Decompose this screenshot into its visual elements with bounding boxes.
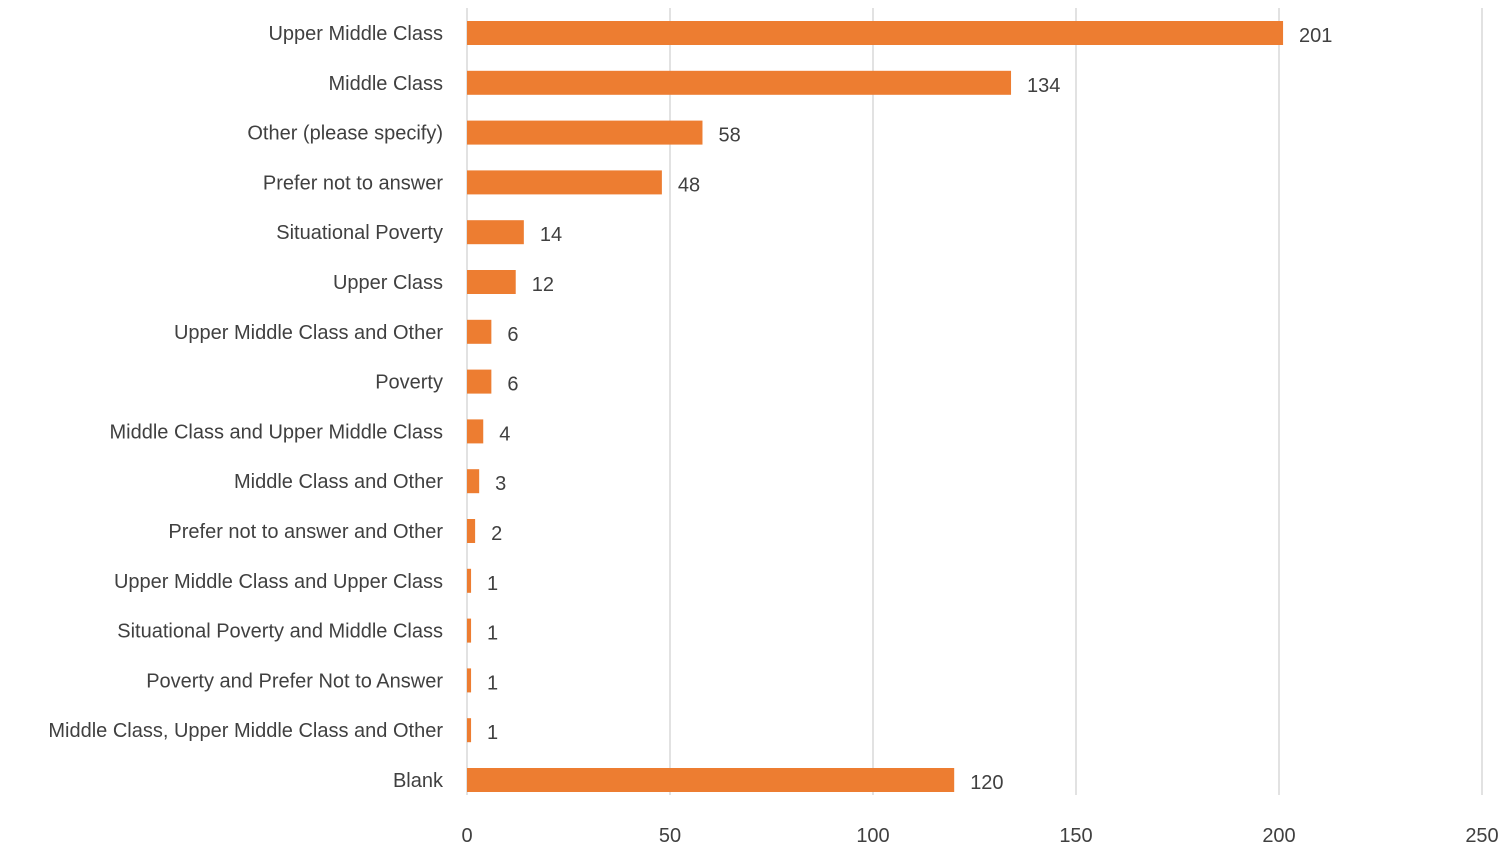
x-tick-label: 250 (1465, 825, 1498, 847)
category-labels: Upper Middle Class Middle Class Other (ple… (48, 23, 444, 792)
x-tick-label: 100 (856, 825, 889, 847)
x-tick-label: 150 (1059, 825, 1092, 847)
data-label: 201 (1299, 25, 1332, 47)
bar (467, 270, 516, 294)
category-label: Upper Middle Class and Other (174, 322, 443, 344)
category-label: Poverty (375, 372, 443, 394)
data-label: 1 (487, 573, 498, 595)
data-label: 120 (970, 772, 1003, 794)
bar (467, 170, 662, 195)
x-tick-label: 200 (1262, 825, 1295, 847)
bar (467, 768, 955, 792)
data-label: 48 (678, 174, 700, 196)
category-label: Blank (393, 770, 444, 792)
x-axis-tick-labels: 0 50 100 150 200 250 (461, 825, 1498, 847)
category-label: Situational Poverty (276, 222, 443, 244)
bar (467, 220, 524, 245)
category-label: Poverty and Prefer Not to Answer (146, 670, 443, 692)
bar (467, 70, 1012, 95)
data-label: 1 (487, 623, 498, 645)
category-label: Middle Class, Upper Middle Class and Oth… (48, 720, 443, 742)
category-label: Prefer not to answer and Other (168, 521, 443, 543)
category-label: Middle Class and Other (234, 471, 443, 493)
bar (467, 21, 1284, 45)
data-label: 1 (487, 722, 498, 744)
data-label: 12 (532, 274, 554, 296)
data-label: 2 (491, 523, 502, 545)
category-label: Situational Poverty and Middle Class (117, 621, 443, 643)
bar (467, 519, 476, 543)
bar (467, 469, 480, 494)
category-label: Other (please specify) (247, 123, 443, 145)
bar (467, 618, 472, 643)
data-label: 134 (1027, 75, 1060, 97)
bar (467, 668, 472, 693)
category-label: Upper Middle Class and Upper Class (114, 571, 443, 593)
bar (467, 718, 472, 743)
data-label: 6 (507, 324, 518, 346)
category-label: Upper Middle Class (268, 23, 443, 45)
bar (467, 419, 484, 444)
data-label: 3 (495, 473, 506, 495)
x-tick-label: 0 (461, 825, 472, 847)
category-label: Middle Class (329, 73, 443, 95)
category-label: Prefer not to answer (263, 172, 443, 194)
data-label: 1 (487, 672, 498, 694)
data-label: 6 (507, 374, 518, 396)
data-label: 14 (540, 224, 562, 246)
data-labels: 201 134 58 48 14 12 6 6 4 3 2 1 1 1 1 120 (487, 25, 1332, 794)
bar (467, 369, 492, 394)
category-label: Middle Class and Upper Middle Class (110, 421, 443, 443)
bars-layer (467, 21, 1284, 792)
x-tick-label: 50 (659, 825, 681, 847)
data-label: 4 (499, 423, 510, 445)
category-label: Upper Class (333, 272, 443, 294)
bar (467, 120, 703, 145)
bar (467, 568, 472, 593)
bar (467, 319, 492, 344)
data-label: 58 (718, 125, 740, 147)
